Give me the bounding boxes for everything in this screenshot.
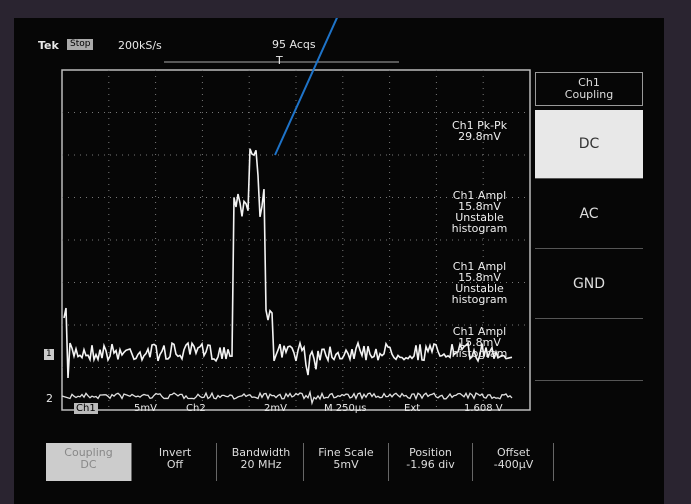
menu-button[interactable]: Bandwidth 20 MHz <box>219 443 304 481</box>
menu-label: Bandwidth <box>231 446 291 459</box>
menu-button[interactable]: Coupling DC <box>46 443 132 481</box>
measurement-line: Unstable <box>455 282 504 295</box>
status-text: 2mV <box>264 403 287 414</box>
ch2-marker: 2 <box>46 392 53 405</box>
menu-title-1: Ch1 <box>578 76 600 89</box>
state: Stop <box>67 39 94 50</box>
measurement-line: histogram <box>451 347 508 360</box>
menu-value: 20 MHz <box>240 458 282 471</box>
acquisitions: 95 Acqs <box>272 38 316 51</box>
measurement-line: Ch1 Pk-Pk <box>451 119 508 132</box>
measurement: Ch1 Ampl 15.8mV Unstable histogram <box>432 261 527 305</box>
menu-button[interactable]: Fine Scale 5mV <box>304 443 389 481</box>
status-text: Ext <box>404 403 421 414</box>
menu-label: Position <box>409 446 452 459</box>
measurement-line: Ch1 Ampl <box>452 260 507 273</box>
measurement-line: 15.8mV <box>458 200 501 213</box>
status-text: Ch1 <box>74 403 98 414</box>
measurement-line: 15.8mV <box>458 336 501 349</box>
status-text: Ch2 <box>186 403 206 414</box>
menu-title-2: Coupling <box>564 88 614 101</box>
option-button[interactable]: DC <box>535 110 643 179</box>
menu-title: Ch1 Coupling <box>535 72 643 106</box>
pen-mark <box>274 18 338 156</box>
brand: Tek <box>38 39 59 52</box>
menu-value: Off <box>166 458 184 471</box>
menu-label: Fine Scale <box>318 446 374 459</box>
measurement-line: histogram <box>451 293 508 306</box>
measurement: Ch1 Ampl 15.8mV Unstable histogram <box>432 190 527 234</box>
menu-value: -400µV <box>493 458 534 471</box>
oscilloscope-screen: Tek Stop 200kS/s 95 Acqs T Ch1 Coupling D… <box>14 18 664 504</box>
menu-button[interactable]: Invert Off <box>134 443 217 481</box>
measurement-line: Ch1 Ampl <box>452 325 507 338</box>
measurement-line: histogram <box>451 222 508 235</box>
menu-value: 5mV <box>333 458 359 471</box>
menu-button[interactable]: Offset -400µV <box>474 443 554 481</box>
measurement-line: Ch1 Ampl <box>452 189 507 202</box>
option-button[interactable]: GND <box>535 250 643 319</box>
ch1-trace <box>63 148 513 379</box>
ch1-marker: 1 <box>44 349 54 360</box>
sample-rate: 200kS/s <box>118 39 162 52</box>
status-text: M 250µs <box>324 403 367 414</box>
ch2-trace <box>61 389 513 406</box>
trigger-marker: T <box>276 54 283 67</box>
graticule <box>62 70 530 410</box>
option-button[interactable] <box>535 320 643 381</box>
display <box>61 18 531 411</box>
measurement: Ch1 Pk-Pk 29.8mV <box>432 120 527 142</box>
status-text: 1.608 V <box>464 403 503 414</box>
menu-label: Coupling <box>64 446 113 459</box>
measurement: Ch1 Ampl 15.8mV histogram <box>432 326 527 359</box>
menu-button[interactable]: Position -1.96 div <box>389 443 473 481</box>
measurement-line: 15.8mV <box>458 271 501 284</box>
menu-value: DC <box>80 458 97 471</box>
menu-value: -1.96 div <box>406 458 455 471</box>
menu-label: Offset <box>496 446 531 459</box>
option-button[interactable]: AC <box>535 180 643 249</box>
measurement-line: Unstable <box>455 211 504 224</box>
measurement-line: 29.8mV <box>458 130 501 143</box>
status-text: 5mV <box>134 403 157 414</box>
menu-label: Invert <box>158 446 192 459</box>
